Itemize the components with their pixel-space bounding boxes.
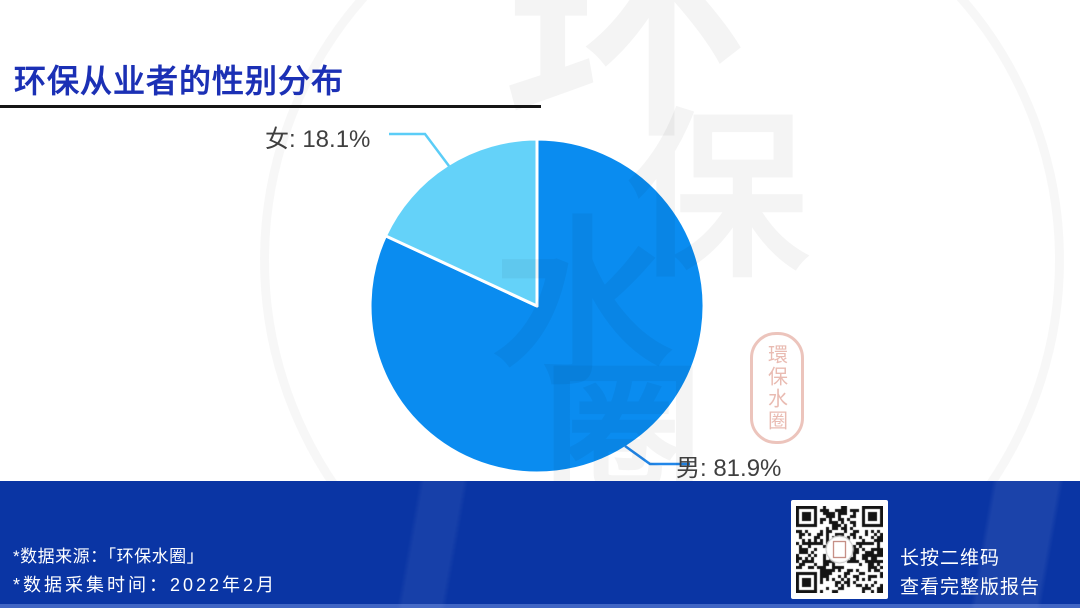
footer-data-source: *数据来源：「环保水圈」: [13, 547, 205, 566]
footer-data-time: *数据采集时间：2022年2月: [13, 575, 278, 595]
leader-line-female: [389, 132, 450, 167]
footer-bar: *数据来源：「环保水圈」 *数据采集时间：2022年2月 长按二维码 查看完整版…: [0, 481, 1080, 608]
qr-code: [791, 500, 888, 599]
page-title: 环保从业者的性别分布: [14, 63, 345, 99]
pie-label-female: 女: 18.1%: [265, 126, 371, 153]
qr-caption: 长按二维码 查看完整版报告: [900, 544, 1040, 602]
qr-code-canvas: [796, 506, 883, 593]
footer-notes: *数据来源：「环保水圈」 *数据采集时间：2022年2月: [13, 543, 277, 599]
leader-line-male: [624, 444, 690, 466]
title-underline: [0, 105, 541, 108]
pie-label-male: 男: 81.9%: [676, 455, 782, 482]
qr-caption-line2: 查看完整版报告: [900, 577, 1041, 598]
qr-caption-line1: 长按二维码: [900, 548, 1001, 569]
footer-bottom-strip: [0, 604, 1080, 608]
